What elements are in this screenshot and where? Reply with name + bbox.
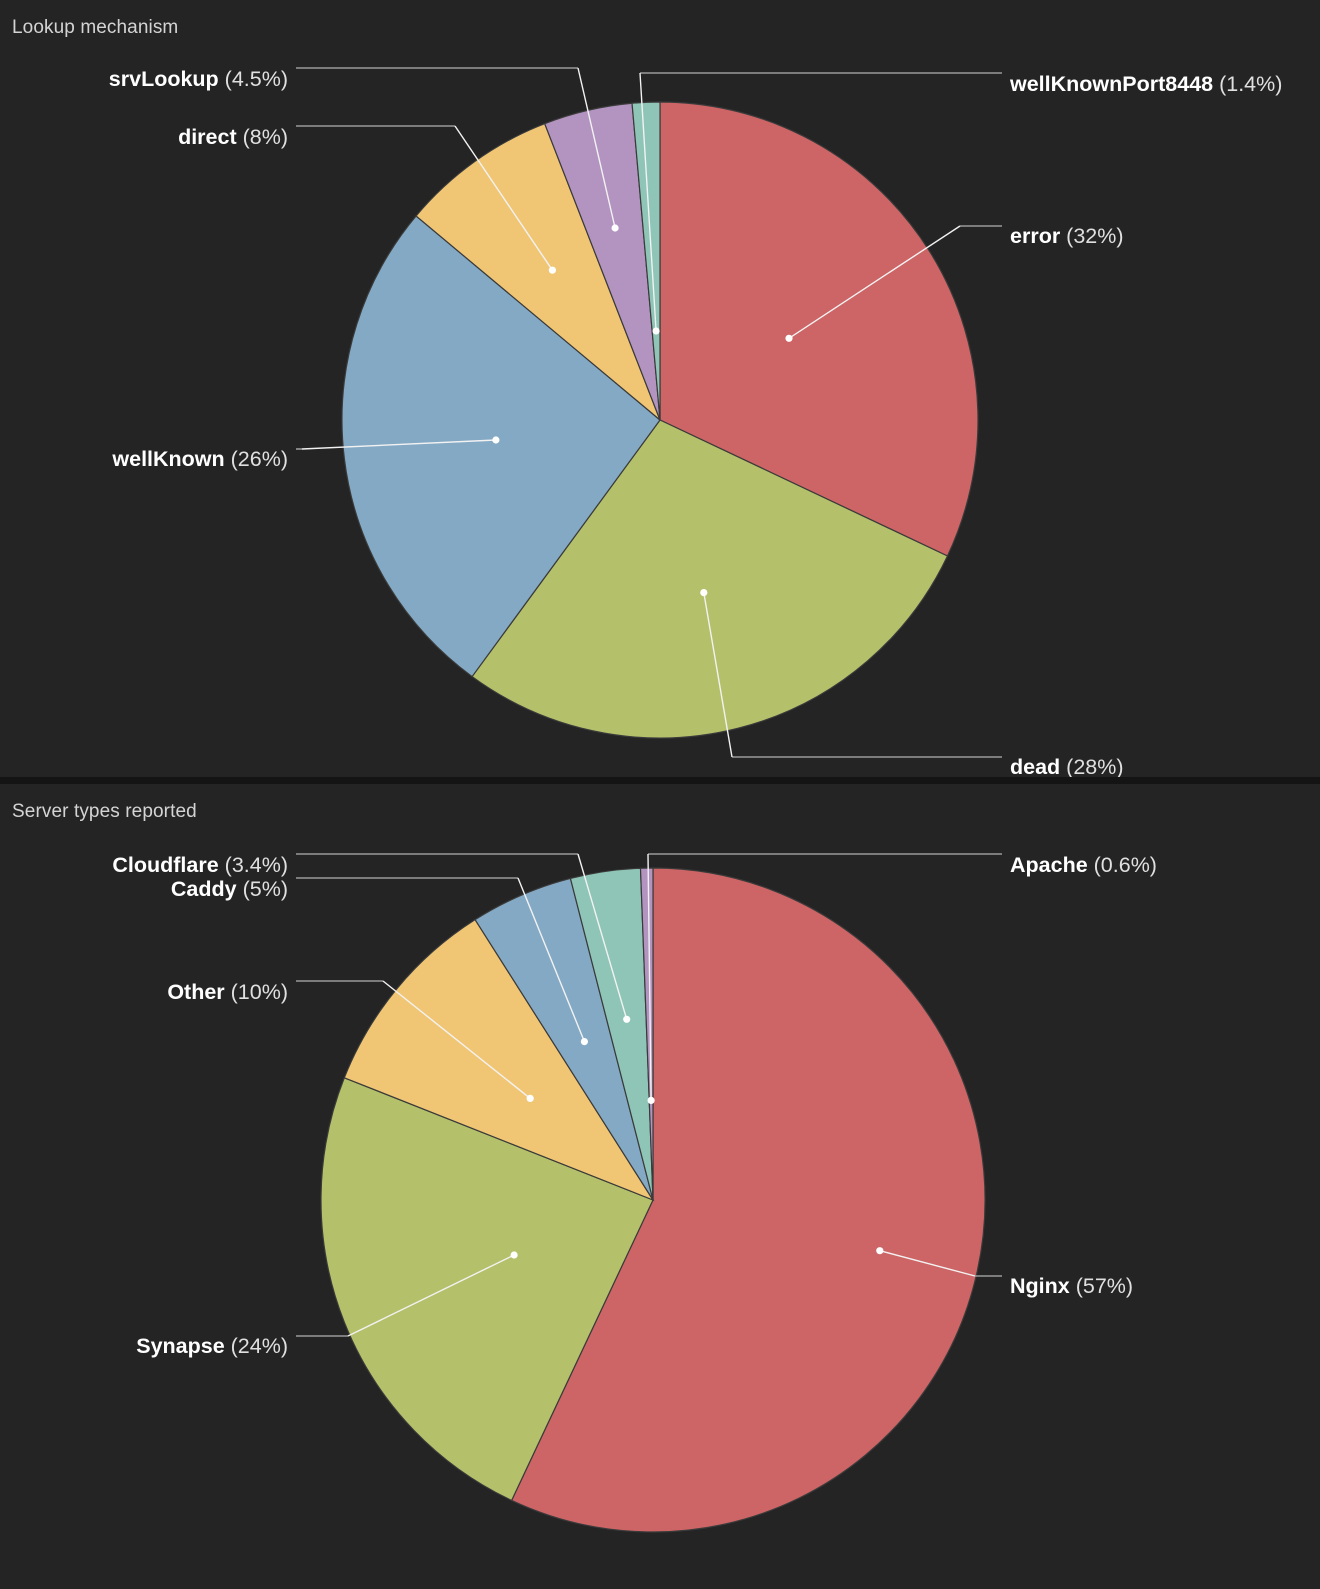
server-types-panel: Server types reported Nginx (57%) Synapse… bbox=[0, 784, 1320, 1589]
pie-label-apache: Apache (0.6%) bbox=[1010, 853, 1157, 877]
pie-slice-error bbox=[659, 101, 979, 557]
server-types-pie-chart: Nginx (57%) Synapse (24%) Other (10%) Caddy… bbox=[112, 853, 1157, 1533]
pie-label-other: Other (10%) bbox=[167, 980, 288, 1004]
pie-label-direct: direct (8%) bbox=[178, 125, 288, 149]
callout-caddy bbox=[296, 877, 589, 1046]
pie-label-error: error (32%) bbox=[1010, 224, 1124, 248]
callout-wellknownport8448 bbox=[639, 72, 1002, 335]
panel-title-servers: Server types reported bbox=[12, 801, 197, 822]
pie-label-wellknownport8448: wellKnownPort8448 (1.4%) bbox=[1009, 72, 1282, 96]
lookup-mechanism-panel: Lookup mechanism error (32%) dead (28%) we… bbox=[0, 0, 1320, 777]
panel-title-lookup: Lookup mechanism bbox=[12, 17, 179, 38]
callout-synapse bbox=[296, 1251, 518, 1337]
pie-label-caddy: Caddy (5%) bbox=[171, 877, 288, 901]
pie-label-srvlookup: srvLookup (4.5%) bbox=[109, 67, 288, 91]
callout-dead bbox=[700, 589, 1002, 758]
pie-label-nginx: Nginx (57%) bbox=[1010, 1274, 1133, 1298]
pie-slice-wellknown bbox=[341, 215, 661, 678]
callout-other bbox=[296, 980, 534, 1102]
lookup-mechanism-pie-chart: error (32%) dead (28%) wellKnown (26%) dire… bbox=[109, 67, 1283, 777]
pie-label-dead: dead (28%) bbox=[1010, 755, 1124, 777]
callout-direct bbox=[296, 125, 557, 274]
pie-label-synapse: Synapse (24%) bbox=[136, 1334, 288, 1358]
pie-slice-direct bbox=[415, 122, 661, 421]
pie-label-cloudflare: Cloudflare (3.4%) bbox=[112, 853, 288, 877]
callout-wellknown bbox=[296, 436, 500, 450]
pie-slice-other bbox=[343, 918, 655, 1202]
pie-slice-dead bbox=[471, 419, 949, 739]
callout-error bbox=[785, 225, 1002, 342]
panel-divider bbox=[0, 777, 1320, 784]
pie-label-wellknown: wellKnown (26%) bbox=[111, 447, 288, 471]
pie-slice-wellknownport8448 bbox=[631, 101, 661, 421]
callout-nginx bbox=[876, 1247, 1002, 1277]
callout-srvlookup bbox=[296, 67, 619, 232]
pie-slice-synapse bbox=[320, 1077, 654, 1502]
callout-cloudflare bbox=[296, 853, 631, 1023]
pie-slice-nginx bbox=[510, 867, 986, 1533]
callout-apache bbox=[647, 853, 1002, 1104]
